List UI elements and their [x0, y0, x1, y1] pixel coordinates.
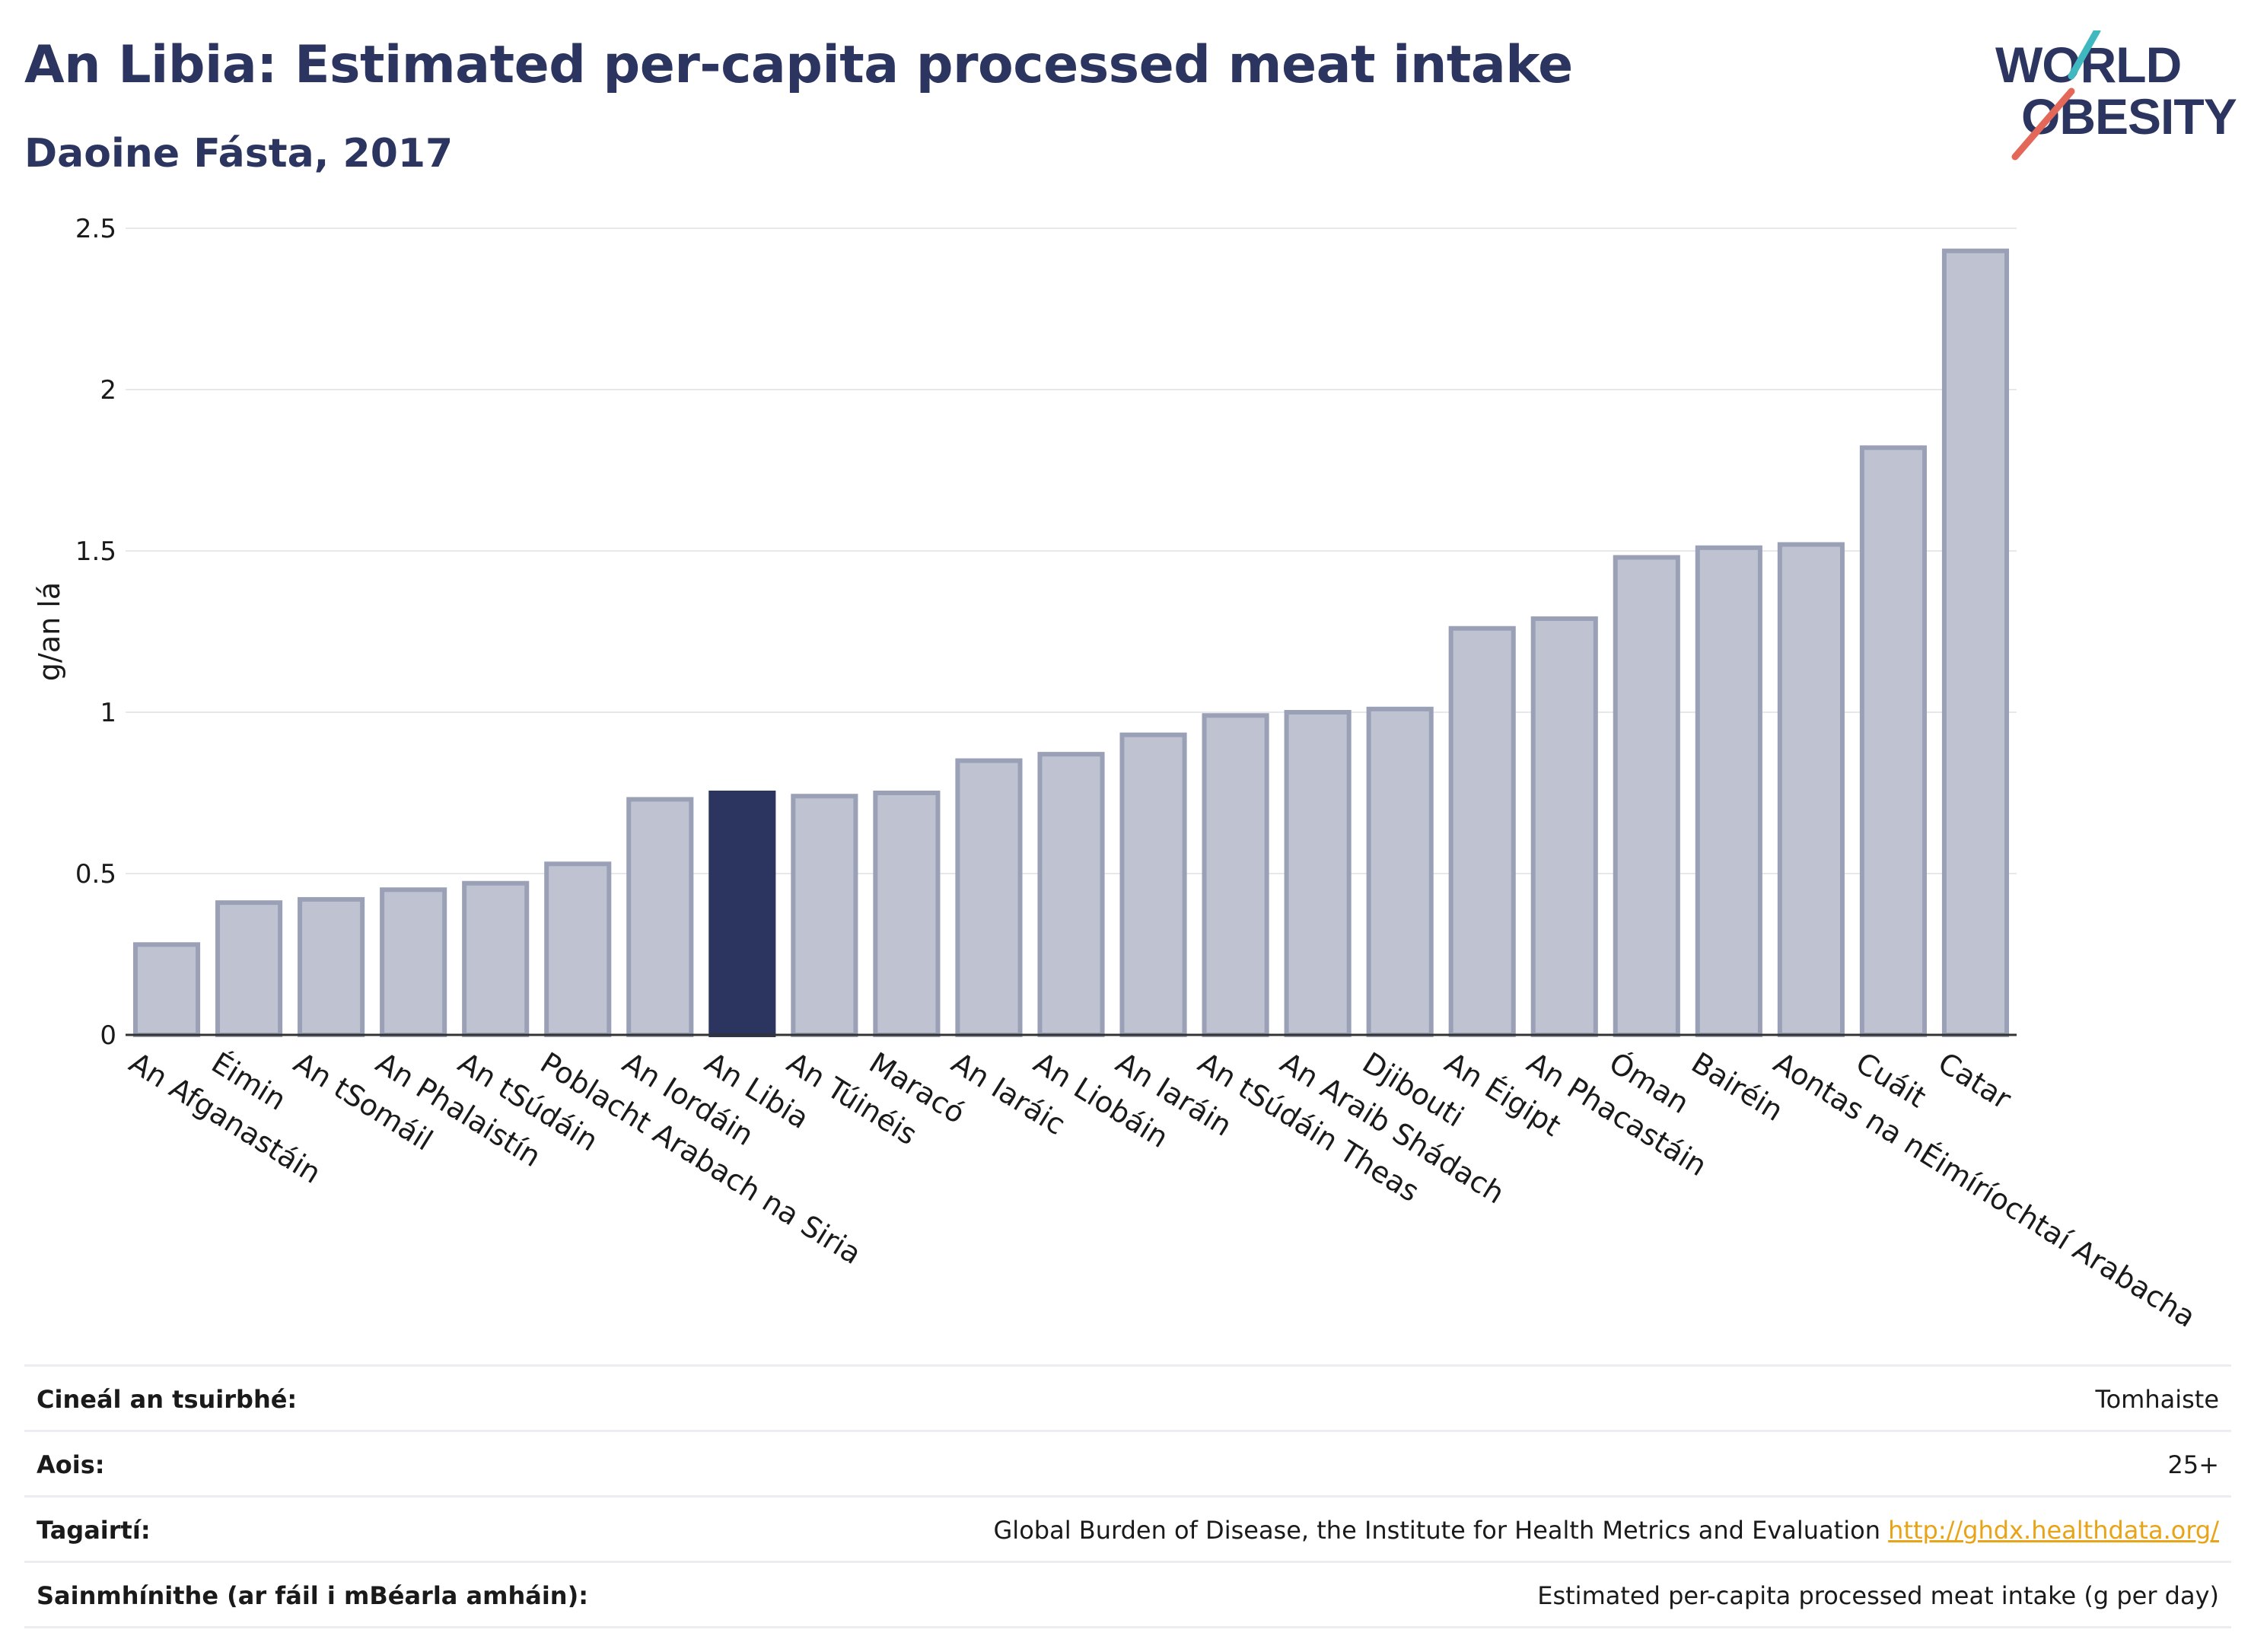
bar — [626, 797, 694, 1037]
y-tick-label: 0.5 — [75, 859, 116, 890]
y-tick-label: 0 — [100, 1020, 116, 1051]
bar — [132, 942, 201, 1038]
bar — [873, 791, 941, 1037]
info-table: Cineál an tsuirbhé: Tomhaiste Aois: 25+ … — [24, 1364, 2231, 1628]
bar — [544, 861, 612, 1038]
info-label: Cineál an tsuirbhé: — [37, 1385, 298, 1414]
info-value: Estimated per-capita processed meat inta… — [1537, 1581, 2219, 1610]
info-row-age: Aois: 25+ — [24, 1430, 2231, 1495]
bar — [1119, 732, 1187, 1037]
chart-title: An Libia: Estimated per-capita processed… — [24, 35, 1573, 95]
bar — [1366, 706, 1434, 1037]
bar — [1530, 616, 1598, 1037]
bar — [1777, 542, 1845, 1037]
bar — [1613, 555, 1680, 1037]
bar — [1448, 625, 1516, 1037]
info-value: Tomhaiste — [2095, 1385, 2219, 1414]
bar — [1037, 752, 1105, 1037]
info-row-survey-type: Cineál an tsuirbhé: Tomhaiste — [24, 1364, 2231, 1430]
info-label: Sainmhínithe (ar fáil i mBéarla amháin): — [37, 1581, 588, 1610]
bar — [1941, 248, 2010, 1037]
y-tick-label: 1.5 — [75, 536, 116, 567]
bar — [1859, 445, 1927, 1037]
bar — [298, 896, 365, 1038]
bar — [462, 880, 530, 1037]
chart-subtitle: Daoine Fásta, 2017 — [24, 131, 454, 177]
bar — [791, 794, 858, 1037]
bar — [955, 758, 1023, 1037]
y-tick-label: 2.5 — [75, 214, 116, 244]
y-tick-label: 1 — [100, 698, 116, 728]
x-tick-label: Catar — [1932, 1046, 2017, 1116]
info-label: Aois: — [37, 1450, 105, 1479]
world-obesity-logo: WORLD OBESITY — [1995, 30, 2237, 161]
x-tick-label: Bairéin — [1686, 1046, 1789, 1128]
info-value: Global Burden of Disease, the Institute … — [994, 1516, 2220, 1545]
info-row-references: Tagairtí: Global Burden of Disease, the … — [24, 1495, 2231, 1561]
logo-line-2: OBESITY — [2021, 88, 2237, 145]
info-value: 25+ — [2167, 1450, 2219, 1479]
y-tick-label: 2 — [100, 375, 116, 406]
y-axis-label: g/an lá — [33, 582, 66, 681]
bar-highlight — [708, 791, 776, 1037]
bar — [1202, 713, 1269, 1037]
bar — [215, 900, 283, 1038]
bar — [1695, 545, 1762, 1037]
reference-link[interactable]: http://ghdx.healthdata.org/ — [1888, 1516, 2219, 1545]
info-row-definition: Sainmhínithe (ar fáil i mBéarla amháin):… — [24, 1561, 2231, 1628]
bar — [1284, 710, 1352, 1037]
reference-text: Global Burden of Disease, the Institute … — [993, 1516, 1880, 1545]
bar — [380, 887, 447, 1037]
info-label: Tagairtí: — [37, 1516, 151, 1545]
